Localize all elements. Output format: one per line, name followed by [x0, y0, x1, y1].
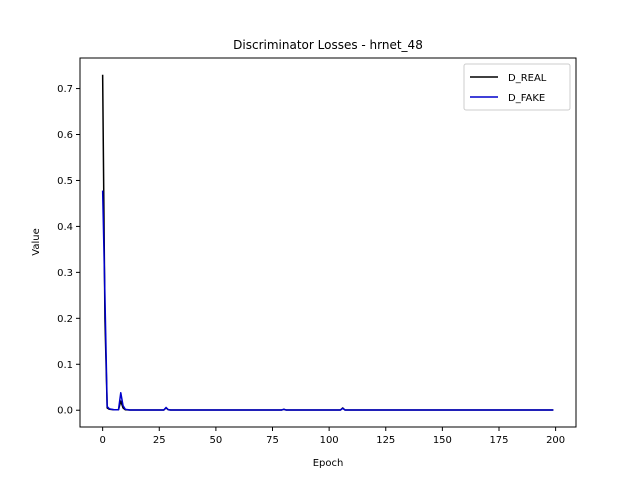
x-tick-label: 175 [489, 435, 508, 446]
series-line-d-real [101, 74, 554, 411]
legend-box [463, 63, 571, 111]
axes-frame [79, 57, 577, 428]
x-tick-label: 75 [266, 435, 279, 446]
x-tick-label: 0 [99, 435, 105, 446]
y-tick-label: 0.4 [57, 222, 73, 233]
x-axis: 0 25 50 75 100 125 150 175 200 [99, 427, 565, 446]
x-tick-label: 125 [376, 435, 395, 446]
y-tick-label: 0.1 [57, 360, 73, 371]
y-tick-label: 0.2 [57, 314, 73, 325]
x-axis-label: Epoch [313, 458, 344, 469]
y-axis: 0.0 0.1 0.2 0.3 0.4 0.5 0.6 0.7 [57, 84, 80, 417]
x-tick-label: 200 [546, 435, 565, 446]
chart-title: Discriminator Losses - hrnet_48 [233, 38, 423, 52]
y-axis-label: Value [31, 228, 42, 255]
plot-area [101, 74, 554, 411]
y-tick-label: 0.3 [57, 268, 73, 279]
y-tick-label: 0.5 [57, 176, 73, 187]
legend-label-d-real: D_REAL [508, 73, 547, 84]
legend: D_REAL D_FAKE [463, 63, 571, 111]
x-tick-label: 150 [433, 435, 452, 446]
series-line-d-fake [101, 190, 554, 411]
y-tick-label: 0.6 [57, 130, 73, 141]
legend-label-d-fake: D_FAKE [508, 93, 545, 104]
x-tick-label: 100 [320, 435, 339, 446]
x-tick-label: 50 [210, 435, 223, 446]
x-tick-label: 25 [153, 435, 166, 446]
y-tick-label: 0.7 [57, 84, 73, 95]
y-tick-label: 0.0 [57, 406, 73, 417]
